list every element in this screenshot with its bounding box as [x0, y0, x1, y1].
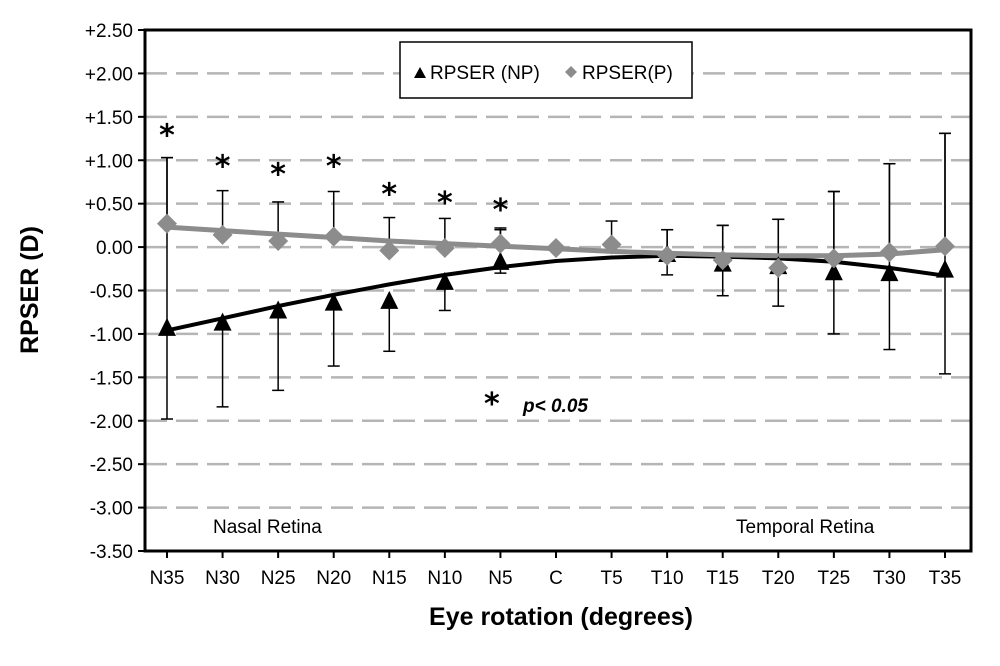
marker-p: [657, 245, 678, 266]
y-tick-label: +2.00: [85, 64, 133, 85]
y-tick-label: -3.50: [90, 542, 133, 563]
y-tick-label: -1.50: [90, 368, 133, 389]
marker-p: [823, 248, 844, 269]
marker-p: [712, 250, 733, 271]
significance-star: *: [270, 157, 286, 192]
x-tick-label: N15: [372, 568, 407, 589]
x-tick-label: N20: [316, 568, 351, 589]
x-tick-label: T10: [651, 568, 684, 589]
grid-lines: [145, 72, 971, 509]
marker-np: [324, 292, 343, 311]
marker-np: [435, 271, 454, 290]
y-axis-title: RPSER (D): [16, 226, 44, 354]
x-tick-label: N10: [427, 568, 462, 589]
marker-np: [936, 259, 954, 278]
x-tick-label: T20: [762, 568, 795, 589]
legend-entry-np: RPSER (NP): [430, 63, 540, 84]
significance-star: *: [493, 193, 509, 228]
x-tick-label: N35: [150, 568, 185, 589]
y-tick-label: -2.50: [90, 455, 133, 476]
marker-p: [268, 231, 289, 252]
x-axis-title: Eye rotation (degrees): [429, 603, 693, 631]
y-axis-ticks: +2.50 +2.00 +1.50 +1.00 +0.50 0.00 -0.50 -1.00 -…: [85, 21, 145, 563]
marker-np: [880, 263, 899, 282]
trend-line-np: [165, 253, 947, 333]
x-tick-label: T25: [817, 568, 850, 589]
y-tick-label: -2.00: [90, 412, 133, 433]
significance-markers: * * * * * * *: [159, 118, 508, 228]
legend-box: [399, 41, 693, 99]
significance-star: *: [437, 186, 453, 221]
marker-p: [157, 213, 177, 234]
plot-area-border: [143, 28, 973, 553]
x-tick-label: T35: [929, 568, 962, 589]
y-tick-label: +0.50: [85, 195, 133, 216]
marker-p: [434, 237, 455, 258]
x-tick-label: N25: [261, 568, 296, 589]
marker-p: [546, 237, 566, 258]
marker-p: [379, 240, 400, 261]
marker-np: [491, 251, 510, 270]
region-label-right: Temporal Retina: [736, 517, 875, 538]
marker-np: [213, 312, 232, 331]
significance-note: p< 0.05: [522, 396, 588, 417]
legend-entry-p: RPSER(P): [582, 63, 673, 84]
marker-np: [380, 290, 399, 309]
legend-triangle-icon: [414, 67, 426, 78]
marker-p: [601, 234, 622, 255]
marker-p: [490, 233, 511, 254]
y-tick-label: 0.00: [96, 238, 133, 259]
x-axis-ticks: N35 N30 N25 N20 N15 N10 N5 C T5 T10 T15 T20 T25 T30 T3…: [150, 551, 962, 589]
marker-p: [323, 226, 344, 247]
y-tick-label: +2.50: [85, 21, 133, 42]
marker-p: [879, 242, 900, 263]
x-tick-label: N5: [488, 568, 512, 589]
x-tick-label: T5: [600, 568, 622, 589]
marker-np: [824, 262, 843, 281]
legend-diamond-icon: [565, 66, 577, 78]
marker-p: [935, 236, 955, 257]
significance-star: *: [159, 118, 175, 153]
marker-np: [158, 317, 176, 336]
y-tick-label: -1.00: [90, 325, 133, 346]
x-tick-label: T15: [706, 568, 739, 589]
y-tick-label: -0.50: [90, 282, 133, 303]
significance-star: *: [326, 150, 342, 185]
y-tick-label: -3.00: [90, 499, 133, 520]
significance-star: *: [215, 150, 231, 185]
marker-p: [212, 224, 233, 245]
marker-np: [269, 300, 288, 319]
marker-p: [768, 257, 789, 278]
region-label-left: Nasal Retina: [213, 517, 322, 538]
data-markers: [157, 213, 955, 336]
significance-legend-star: *: [484, 387, 500, 422]
x-tick-label: T30: [873, 568, 906, 589]
y-tick-label: +1.50: [85, 108, 133, 129]
legend: RPSER (NP) RPSER(P): [399, 41, 693, 99]
x-tick-label: N30: [205, 568, 240, 589]
x-tick-label: C: [549, 568, 563, 589]
y-tick-label: +1.00: [85, 151, 133, 172]
significance-star: *: [381, 177, 397, 212]
